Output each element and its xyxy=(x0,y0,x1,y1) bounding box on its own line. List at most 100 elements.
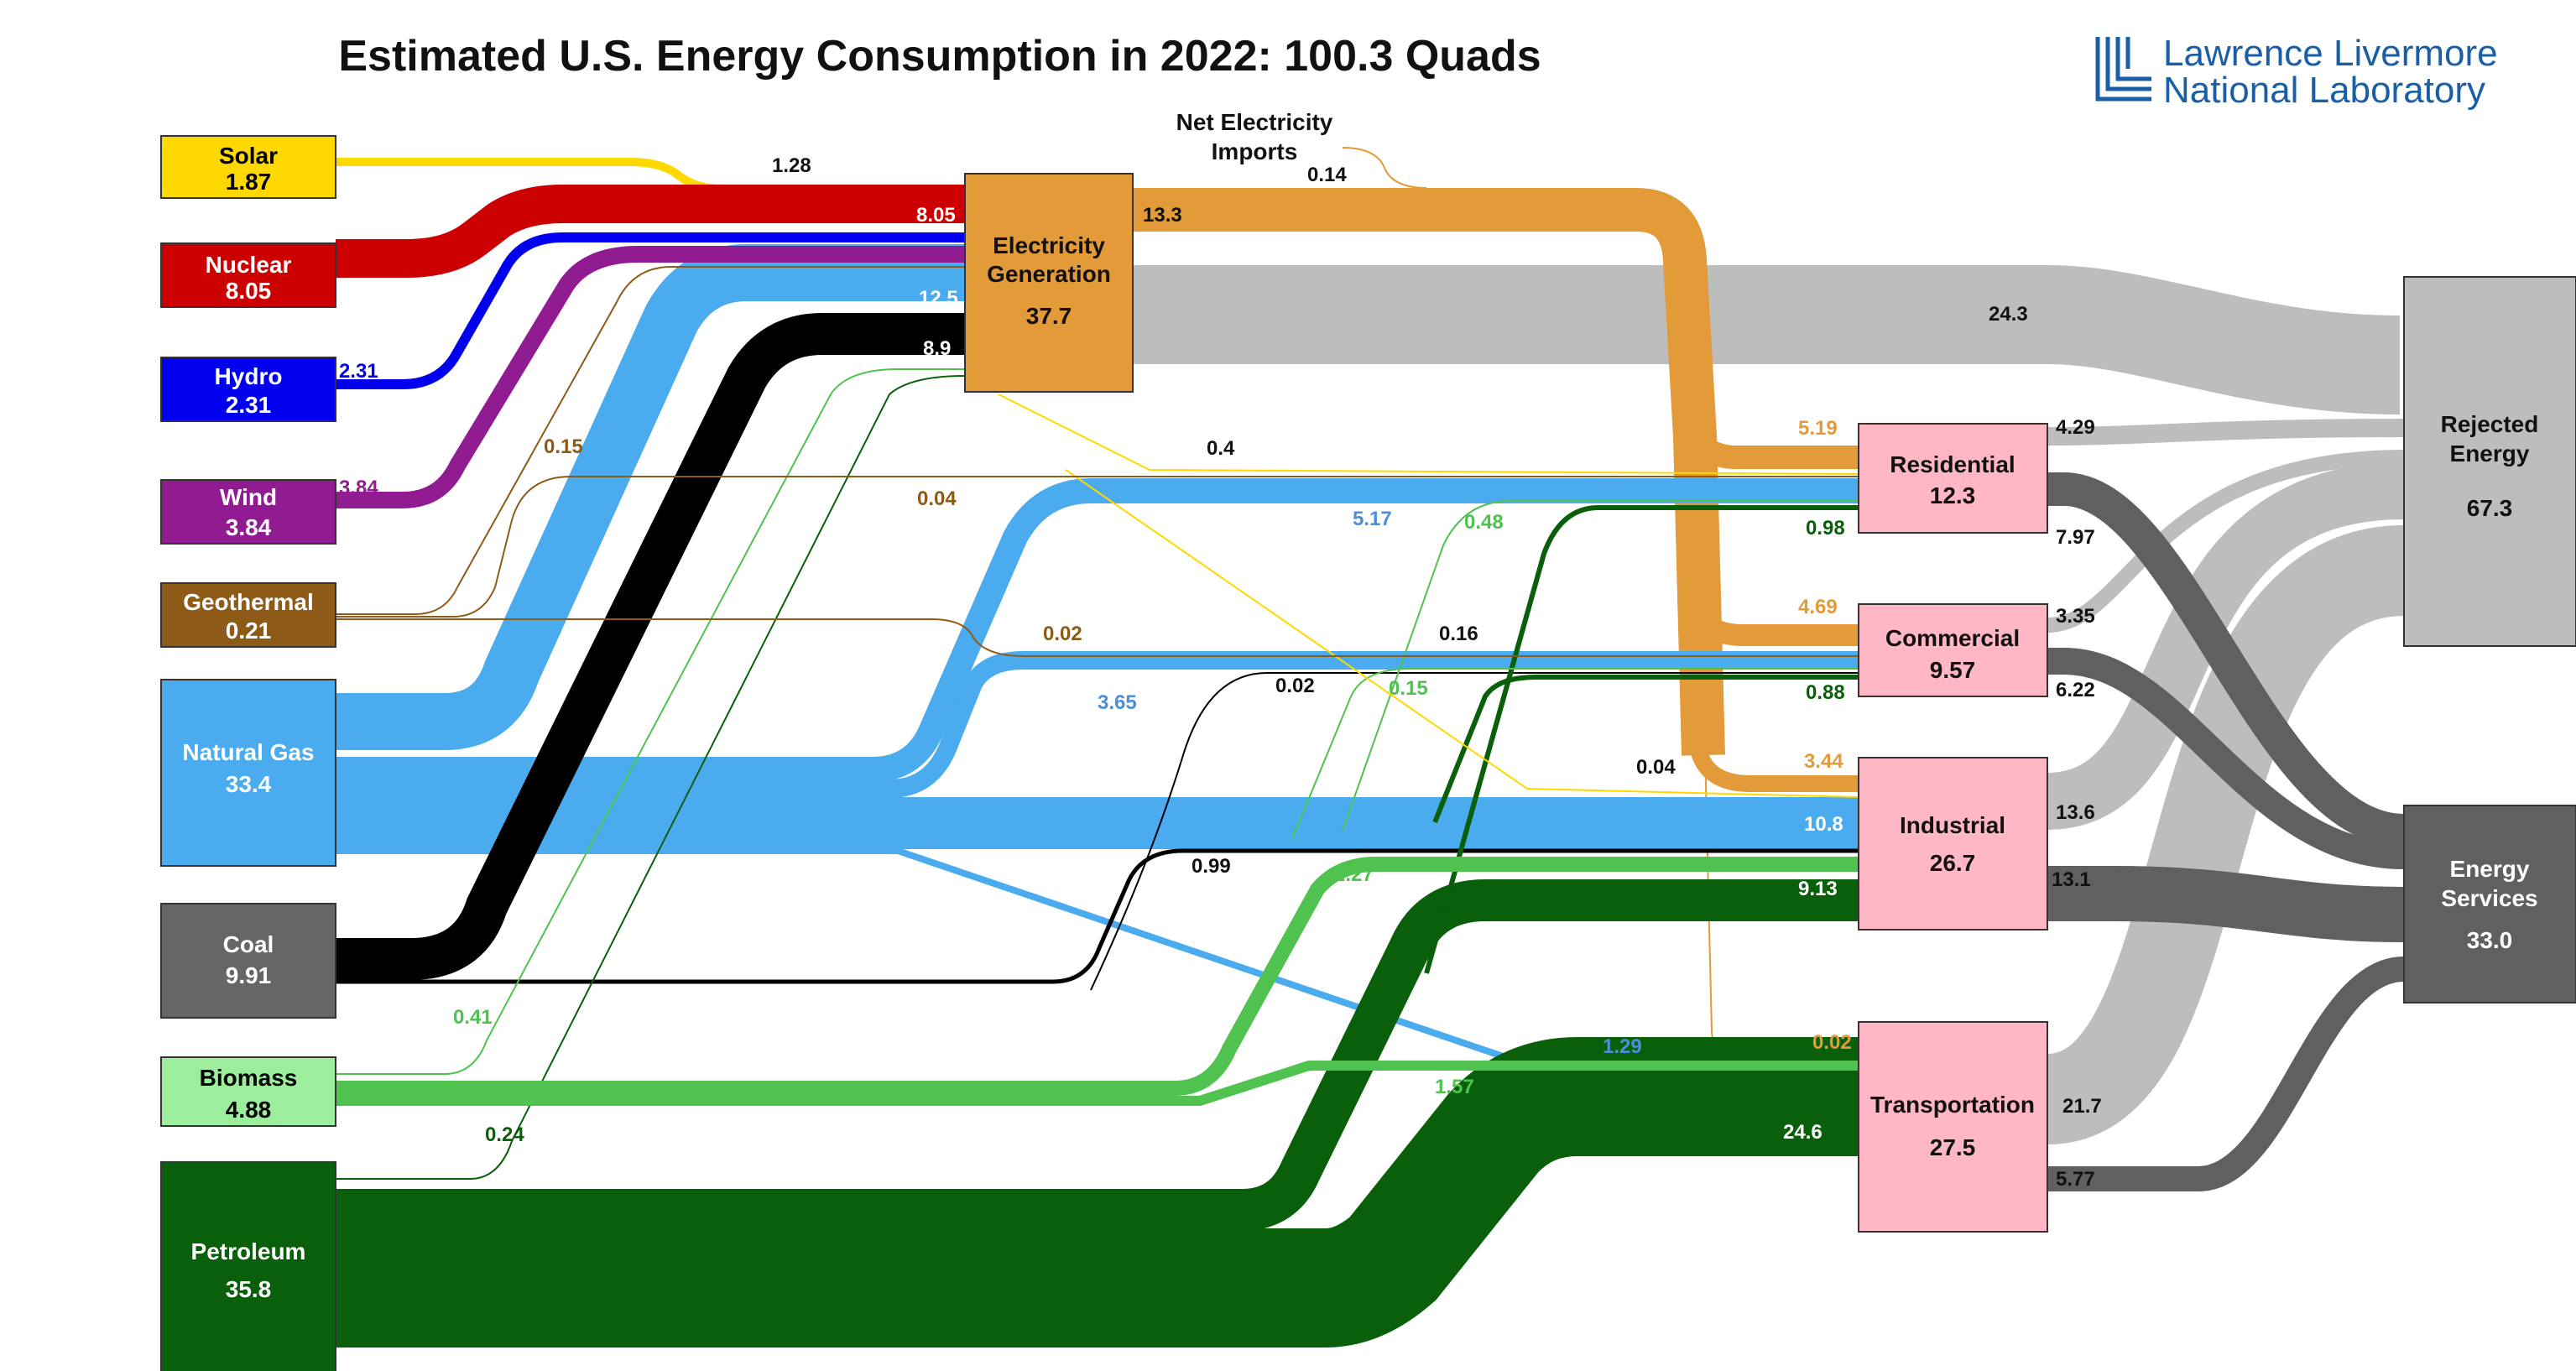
node-industrial: Industrial 26.7 xyxy=(1858,757,2048,931)
llnl-logo-mark xyxy=(2095,37,2151,102)
label-petroleum-industrial: 9.13 xyxy=(1798,878,1838,900)
node-residential: Residential 12.3 xyxy=(1858,423,2048,534)
solar-value: 1.87 xyxy=(226,169,272,195)
flow-solar-industrial xyxy=(1065,469,1859,798)
label-petroleum-electricity: 0.24 xyxy=(485,1123,524,1146)
label-coal-electricity: 8.9 xyxy=(923,337,951,360)
flow-coal-electricity xyxy=(336,313,965,980)
flow-petroleum-residential xyxy=(1424,505,1859,974)
label-geo-commercial: 0.02 xyxy=(1043,623,1082,645)
source-petroleum: Petroleum 35.8 xyxy=(160,1161,336,1371)
flow-electricity-rejected xyxy=(1133,265,2401,414)
industrial-label: Industrial xyxy=(1900,812,2005,838)
nuclear-label: Nuclear xyxy=(206,252,292,278)
services-label-line1: Energy xyxy=(2450,856,2530,882)
flow-biomass-electricity xyxy=(336,368,965,1075)
biomass-label: Biomass xyxy=(200,1065,298,1091)
flow-residential-services xyxy=(2047,472,2406,847)
label-residential-services: 7.97 xyxy=(2056,526,2095,549)
flow-solar-residential xyxy=(998,394,1859,475)
flow-geothermal-commercial xyxy=(336,618,1859,657)
logo-text-line2: National Laboratory xyxy=(2163,70,2485,111)
flow-biomass-transportation xyxy=(336,1061,1859,1106)
llnl-logo: Lawrence Livermore National Laboratory xyxy=(2095,33,2498,111)
industrial-value: 26.7 xyxy=(1930,850,1976,876)
wind-value: 3.84 xyxy=(226,514,272,540)
label-geothermal-electricity: 0.15 xyxy=(544,435,583,458)
source-coal: Coal 9.91 xyxy=(160,903,336,1019)
label-electricity-transportation: 0.02 xyxy=(1812,1031,1852,1054)
flow-coal-industrial xyxy=(336,848,1859,984)
label-solar-electricity: 1.28 xyxy=(772,154,811,177)
services-label-line2: Services xyxy=(2441,885,2537,911)
net-electricity-imports: Net Electricity Imports xyxy=(1176,109,1333,164)
rejected-value: 67.3 xyxy=(2467,495,2513,521)
flow-naturalgas-commercial xyxy=(336,651,1859,798)
logo-text-line1: Lawrence Livermore xyxy=(2163,33,2498,74)
label-biomass-industrial: 2.27 xyxy=(1334,863,1374,886)
label-geo-residential: 0.04 xyxy=(917,487,957,510)
label-gas-electricity: 12.5 xyxy=(919,287,958,310)
flow-geothermal-residential xyxy=(336,476,1859,618)
coal-value: 9.91 xyxy=(226,962,272,988)
flow-electricity-commercial xyxy=(1680,586,1859,646)
nuclear-value: 8.05 xyxy=(226,278,272,304)
natural-gas-value: 33.4 xyxy=(226,771,272,797)
flow-petroleum-transportation xyxy=(336,1037,1859,1348)
source-hydro: Hydro 2.31 xyxy=(160,357,336,422)
flow-electricity-industrial xyxy=(1688,737,1859,792)
label-gas-commercial: 3.65 xyxy=(1098,691,1137,714)
label-wind-electricity: 3.84 xyxy=(339,477,378,499)
node-commercial: Commercial 9.57 xyxy=(1858,603,2048,697)
flow-petroleum-electricity xyxy=(336,375,966,1180)
biomass-value: 4.88 xyxy=(226,1097,272,1123)
flow-industrial-services xyxy=(2047,866,2405,942)
label-electricity-industrial: 3.44 xyxy=(1804,750,1843,773)
flow-coal-commercial xyxy=(1090,672,1859,991)
label-coal-commercial: 0.02 xyxy=(1275,675,1315,697)
node-energy-services: Energy Services 33.0 xyxy=(2403,805,2576,1003)
hydro-value: 2.31 xyxy=(226,392,272,418)
flow-industrial-rejected xyxy=(2046,462,2405,830)
commercial-value: 9.57 xyxy=(1930,657,1976,683)
electricity-label-line2: Generation xyxy=(987,261,1111,287)
rejected-label-line2: Energy xyxy=(2450,440,2530,467)
label-petroleum-residential: 0.98 xyxy=(1806,517,1845,540)
coal-label: Coal xyxy=(223,931,274,957)
flow-hydro-electricity xyxy=(336,232,965,389)
source-nuclear: Nuclear 8.05 xyxy=(160,242,336,308)
source-solar: Solar 1.87 xyxy=(160,135,336,199)
flow-imports-electricity xyxy=(1342,147,1427,189)
chart-title: Estimated U.S. Energy Consumption in 202… xyxy=(338,32,1541,81)
flow-petroleum-industrial xyxy=(336,879,1859,1231)
flow-geothermal-electricity xyxy=(336,266,965,615)
label-solar-industrial: 0.04 xyxy=(1636,756,1676,779)
label-transportation-rejected: 21.7 xyxy=(2062,1095,2102,1118)
label-hydro-electricity: 2.31 xyxy=(339,360,378,383)
label-petroleum-commercial: 0.88 xyxy=(1806,681,1845,704)
label-transportation-services: 5.77 xyxy=(2056,1168,2095,1191)
flow-transportation-rejected xyxy=(2043,525,2407,1144)
flow-biomass-residential xyxy=(1342,500,1859,831)
label-biomass-residential: 0.48 xyxy=(1464,511,1504,534)
flow-transportation-services xyxy=(2047,957,2406,1191)
label-electricity-rejected: 24.3 xyxy=(1989,303,2028,326)
geothermal-value: 0.21 xyxy=(226,618,272,644)
label-electricity-out: 13.3 xyxy=(1143,204,1182,227)
flow-nuclear-electricity xyxy=(336,185,965,278)
flow-naturalgas-residential xyxy=(336,478,1859,782)
wind-label: Wind xyxy=(220,484,277,510)
label-gas-industrial: 10.8 xyxy=(1804,813,1843,836)
flow-naturalgas-electricity xyxy=(336,244,965,750)
flow-electricity-trunk xyxy=(1133,188,1725,756)
label-nuclear-electricity: 8.05 xyxy=(916,204,956,227)
flow-electricity-residential xyxy=(1673,394,1859,469)
transportation-label: Transportation xyxy=(1870,1092,2035,1118)
transportation-value: 27.5 xyxy=(1930,1134,1976,1160)
label-commercial-rejected: 3.35 xyxy=(2056,605,2095,628)
label-petroleum-transportation: 24.6 xyxy=(1783,1121,1822,1144)
label-industrial-services: 13.1 xyxy=(2052,868,2091,891)
flow-biomass-industrial xyxy=(336,857,1859,1096)
node-transportation: Transportation 27.5 xyxy=(1858,1021,2048,1233)
label-coal-industrial: 0.99 xyxy=(1192,855,1231,878)
